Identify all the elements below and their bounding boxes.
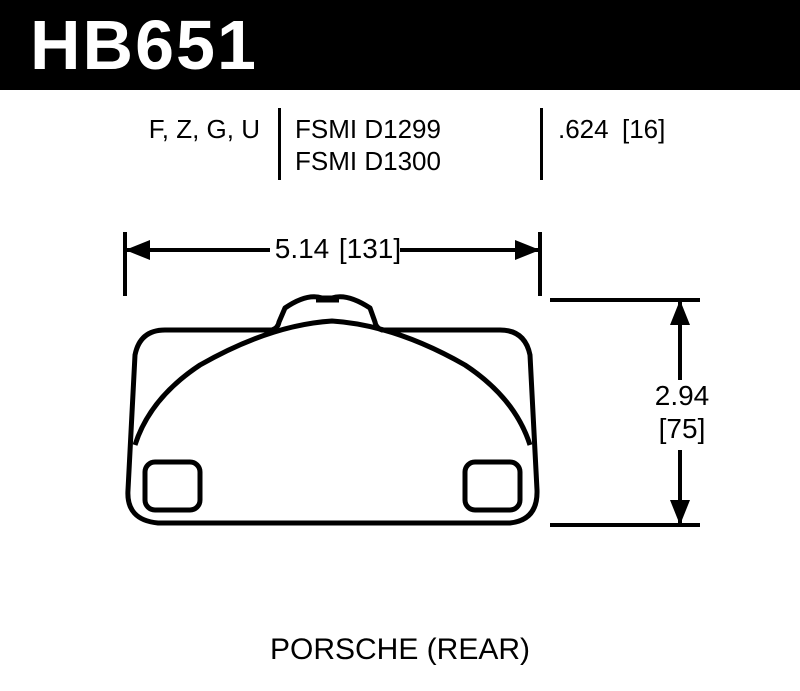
width-dimension: 5.14 [131]	[125, 228, 540, 296]
brake-pad-diagram: 5.14 [131] 2.94 [75]	[0, 0, 800, 691]
svg-text:[131]: [131]	[339, 233, 401, 264]
svg-text:[75]: [75]	[659, 413, 706, 444]
caption: PORSCHE (REAR)	[0, 633, 800, 667]
width-mm: [131]	[339, 233, 401, 264]
height-dimension: 2.94 [75]	[550, 300, 718, 525]
svg-text:5.14: 5.14	[275, 233, 330, 264]
brake-pad-outline	[128, 297, 537, 523]
height-in: 2.94	[655, 380, 710, 411]
width-in: 5.14	[275, 233, 330, 264]
svg-text:2.94: 2.94	[655, 380, 710, 411]
height-mm: [75]	[659, 413, 706, 444]
